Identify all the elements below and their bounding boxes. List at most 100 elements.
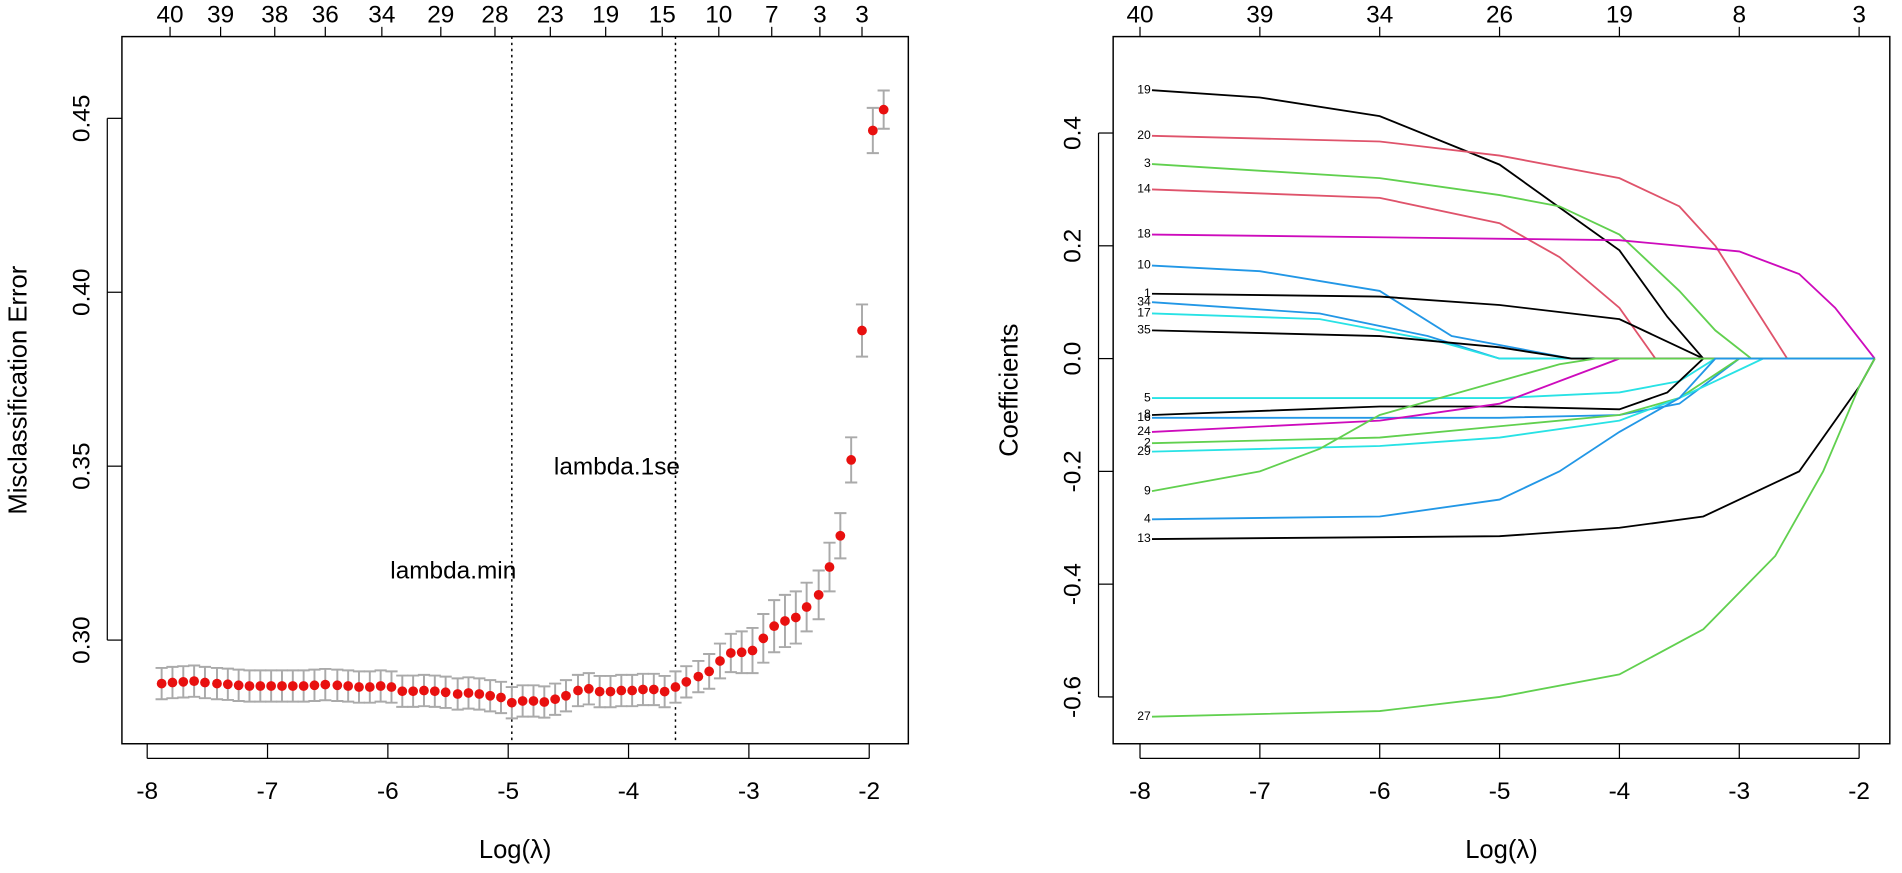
- path-label: 19: [1137, 82, 1151, 96]
- coefficient-path: [1151, 357, 1875, 433]
- point: [266, 681, 277, 691]
- point: [824, 562, 835, 572]
- top-tick-label: 19: [592, 1, 619, 28]
- top-tick-label: 38: [261, 1, 288, 28]
- y-tick-label: 0.40: [68, 269, 95, 316]
- top-tick-label: 36: [312, 1, 339, 28]
- y-tick-label: 0.30: [68, 616, 95, 663]
- coefficient-path: [1151, 134, 1875, 360]
- plot-frame: [1112, 35, 1891, 745]
- point: [200, 677, 210, 688]
- point: [343, 681, 354, 691]
- point: [298, 681, 309, 691]
- point: [790, 612, 801, 623]
- point: [758, 633, 769, 644]
- point: [354, 682, 364, 692]
- top-tick-label: 34: [368, 1, 395, 28]
- path-label: 14: [1137, 182, 1151, 196]
- coefficient-path: [1151, 357, 1875, 399]
- top-tick-label: 3: [813, 1, 827, 28]
- top-tick-label: 28: [481, 1, 508, 28]
- top-tick-label: 3: [1852, 1, 1866, 28]
- top-tick-label: 40: [1126, 1, 1153, 28]
- point: [736, 647, 747, 658]
- top-tick-label: 39: [1246, 1, 1273, 28]
- x-tick-label: -7: [257, 778, 279, 805]
- point: [583, 683, 594, 694]
- point: [277, 681, 287, 691]
- coefficient-path: [1151, 329, 1875, 360]
- path-label: 3: [1144, 156, 1151, 170]
- path-label: 9: [1144, 483, 1151, 497]
- coefficient-path: [1151, 233, 1876, 360]
- point: [419, 685, 429, 696]
- x-tick-label: -4: [618, 778, 640, 805]
- top-tick-label: 26: [1486, 1, 1513, 28]
- y-tick-label: 0.0: [1060, 342, 1087, 376]
- x-tick-label: -8: [136, 778, 158, 805]
- y-axis-label: Coefficients: [996, 324, 1024, 457]
- point: [715, 656, 725, 666]
- path-label: 20: [1137, 128, 1151, 142]
- point: [485, 690, 496, 701]
- top-tick-label: 23: [537, 1, 564, 28]
- point: [801, 602, 812, 612]
- path-label: 27: [1137, 709, 1151, 723]
- y-tick-label: 0.45: [68, 95, 95, 142]
- point: [189, 676, 200, 687]
- point: [440, 687, 451, 698]
- path-label: 35: [1137, 323, 1151, 337]
- point: [573, 685, 583, 696]
- point: [648, 684, 659, 695]
- top-tick-label: 19: [1606, 1, 1633, 28]
- coefficient-path: [1151, 357, 1875, 416]
- point: [725, 648, 736, 658]
- coefficient-path: [1151, 357, 1875, 445]
- point: [320, 679, 331, 690]
- coefficient-path: [1151, 358, 1876, 718]
- y-tick-label: -0.6: [1060, 676, 1087, 718]
- point: [561, 690, 571, 701]
- path-label: 24: [1137, 424, 1151, 438]
- point: [659, 686, 670, 697]
- path-label: 34: [1137, 294, 1151, 308]
- point: [364, 682, 375, 692]
- point: [539, 697, 550, 707]
- point: [309, 680, 320, 691]
- top-tick-label: 3: [855, 1, 869, 28]
- point: [429, 686, 440, 697]
- coefficient-path: [1151, 89, 1875, 360]
- point: [287, 681, 298, 691]
- y-tick-label: 0.4: [1060, 116, 1087, 150]
- point: [244, 681, 255, 691]
- x-tick-label: -2: [858, 778, 880, 805]
- x-tick-label: -8: [1129, 778, 1151, 805]
- path-label: 2: [1144, 435, 1151, 449]
- x-tick-label: -5: [1489, 778, 1511, 805]
- point: [167, 677, 178, 688]
- point: [375, 681, 386, 691]
- point: [178, 676, 189, 687]
- top-tick-label: 7: [765, 1, 779, 28]
- point: [681, 676, 692, 687]
- point: [813, 589, 824, 600]
- path-label: 5: [1144, 390, 1151, 404]
- coefficient-path: [1151, 264, 1875, 360]
- point: [156, 678, 167, 689]
- point: [528, 696, 539, 706]
- path-label: 16: [1137, 410, 1151, 424]
- point: [233, 680, 244, 691]
- x-tick-label: -3: [738, 778, 760, 805]
- coefficient-path: [1151, 357, 1875, 521]
- x-axis-label: Log(λ): [479, 836, 552, 864]
- point: [506, 697, 517, 708]
- reference-label: lambda.1se: [554, 453, 680, 480]
- point: [332, 680, 343, 691]
- path-label: 1: [1144, 286, 1151, 300]
- point: [550, 694, 561, 705]
- coefficient-path: [1151, 312, 1875, 360]
- point: [670, 682, 681, 692]
- point: [693, 671, 704, 682]
- path-label: 29: [1137, 444, 1151, 458]
- point: [474, 689, 485, 699]
